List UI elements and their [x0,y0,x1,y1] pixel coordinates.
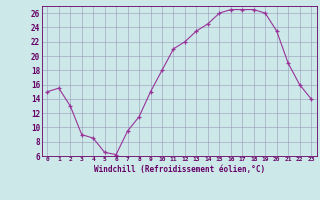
X-axis label: Windchill (Refroidissement éolien,°C): Windchill (Refroidissement éolien,°C) [94,165,265,174]
